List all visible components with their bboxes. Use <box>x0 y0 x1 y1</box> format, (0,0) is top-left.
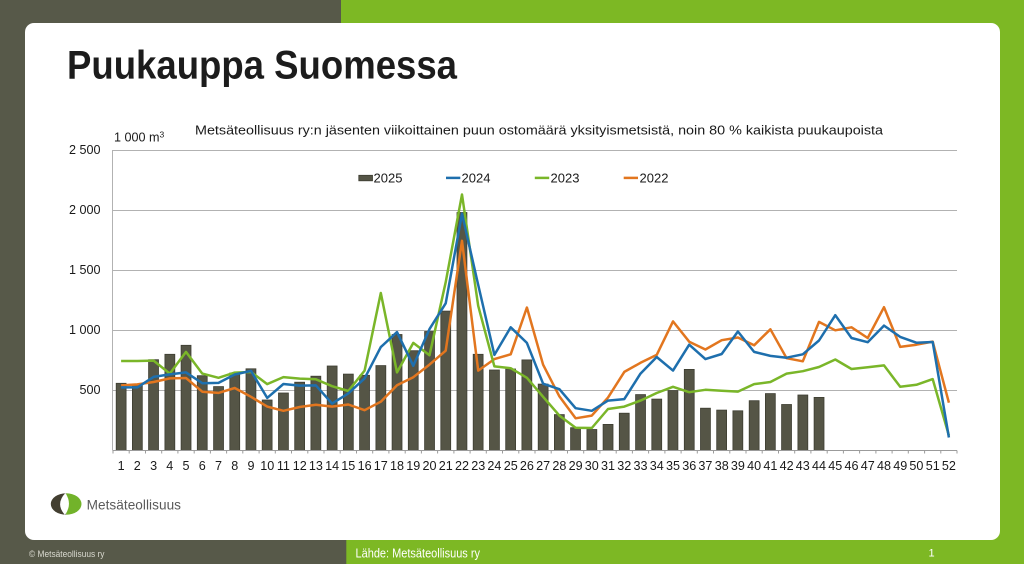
svg-text:26: 26 <box>520 459 534 473</box>
svg-text:500: 500 <box>79 383 100 397</box>
svg-text:44: 44 <box>812 459 826 473</box>
svg-text:17: 17 <box>374 459 388 473</box>
svg-text:24: 24 <box>487 459 501 473</box>
svg-text:45: 45 <box>828 459 842 473</box>
svg-text:Lähde: Metsäteollisuus ry: Lähde: Metsäteollisuus ry <box>356 547 481 561</box>
svg-text:39: 39 <box>731 459 745 473</box>
svg-text:2024: 2024 <box>462 171 491 186</box>
svg-text:36: 36 <box>682 459 696 473</box>
svg-text:1 000: 1 000 <box>69 323 101 337</box>
svg-text:22: 22 <box>455 459 469 473</box>
svg-text:43: 43 <box>796 459 810 473</box>
svg-text:4: 4 <box>166 459 173 473</box>
svg-text:52: 52 <box>942 459 956 473</box>
svg-text:Puukauppa Suomessa: Puukauppa Suomessa <box>67 44 458 88</box>
svg-text:2: 2 <box>134 459 141 473</box>
svg-text:28: 28 <box>552 459 566 473</box>
svg-text:19: 19 <box>406 459 420 473</box>
svg-text:37: 37 <box>698 459 712 473</box>
svg-text:2023: 2023 <box>551 171 580 186</box>
svg-text:2022: 2022 <box>640 171 669 186</box>
svg-text:34: 34 <box>650 459 664 473</box>
svg-text:32: 32 <box>617 459 631 473</box>
svg-text:18: 18 <box>390 459 404 473</box>
svg-text:25: 25 <box>504 459 518 473</box>
svg-text:49: 49 <box>893 459 907 473</box>
svg-text:16: 16 <box>358 459 372 473</box>
svg-text:35: 35 <box>666 459 680 473</box>
svg-text:15: 15 <box>341 459 355 473</box>
svg-text:27: 27 <box>536 459 550 473</box>
svg-text:46: 46 <box>844 459 858 473</box>
svg-text:12: 12 <box>293 459 307 473</box>
svg-text:2 000: 2 000 <box>69 203 101 217</box>
svg-text:48: 48 <box>877 459 891 473</box>
svg-text:2 500: 2 500 <box>69 143 101 157</box>
svg-text:33: 33 <box>633 459 647 473</box>
svg-text:3: 3 <box>150 459 157 473</box>
svg-text:40: 40 <box>747 459 761 473</box>
svg-text:7: 7 <box>215 459 222 473</box>
svg-text:Metsäteollisuus ry:n jäsenten: Metsäteollisuus ry:n jäsenten viikoittai… <box>195 123 884 138</box>
svg-text:8: 8 <box>231 459 238 473</box>
svg-text:9: 9 <box>247 459 254 473</box>
svg-text:Metsäteollisuus: Metsäteollisuus <box>87 497 182 512</box>
svg-text:21: 21 <box>439 459 453 473</box>
svg-text:14: 14 <box>325 459 339 473</box>
svg-text:11: 11 <box>277 459 290 473</box>
svg-text:1: 1 <box>118 459 125 473</box>
svg-text:50: 50 <box>909 459 923 473</box>
svg-text:© Metsäteollisuus ry: © Metsäteollisuus ry <box>29 549 105 559</box>
svg-text:29: 29 <box>569 459 583 473</box>
svg-text:41: 41 <box>763 459 777 473</box>
svg-text:1: 1 <box>928 548 934 560</box>
svg-text:42: 42 <box>780 459 794 473</box>
svg-text:31: 31 <box>601 459 615 473</box>
svg-text:51: 51 <box>926 459 940 473</box>
svg-text:47: 47 <box>861 459 875 473</box>
svg-text:10: 10 <box>260 459 274 473</box>
svg-text:1 500: 1 500 <box>69 263 101 277</box>
svg-text:5: 5 <box>182 459 189 473</box>
svg-text:2025: 2025 <box>374 171 403 186</box>
svg-text:23: 23 <box>471 459 485 473</box>
svg-text:6: 6 <box>199 459 206 473</box>
svg-text:20: 20 <box>422 459 436 473</box>
svg-text:13: 13 <box>309 459 323 473</box>
svg-text:38: 38 <box>715 459 729 473</box>
svg-text:1 000 m3: 1 000 m3 <box>114 130 165 145</box>
svg-text:30: 30 <box>585 459 599 473</box>
